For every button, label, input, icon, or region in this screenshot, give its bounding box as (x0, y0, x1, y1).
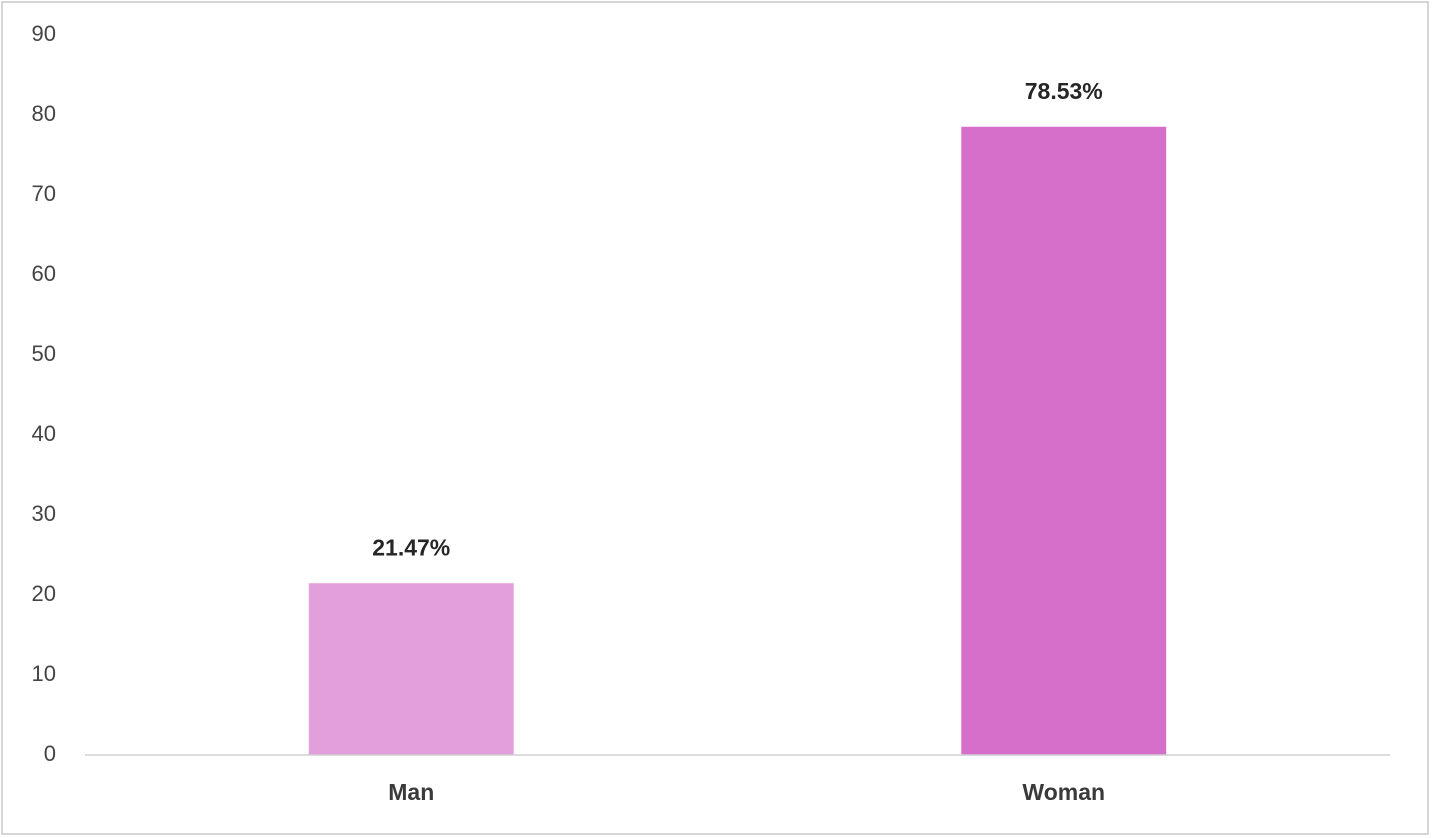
y-tick-label: 40 (32, 421, 56, 446)
value-label: 78.53% (1025, 78, 1103, 104)
x-tick-label: Man (388, 779, 434, 805)
x-tick-label: Woman (1022, 779, 1105, 805)
y-tick-label: 20 (32, 581, 56, 606)
bar (308, 583, 514, 755)
y-tick-label: 70 (32, 181, 56, 206)
y-tick-label: 0 (44, 741, 56, 766)
y-tick-label: 50 (32, 341, 56, 366)
y-tick-label: 30 (32, 501, 56, 526)
bar (961, 126, 1167, 755)
y-tick-label: 60 (32, 261, 56, 286)
value-label: 21.47% (372, 534, 450, 560)
y-tick-label: 10 (32, 661, 56, 686)
y-tick-label: 90 (32, 21, 56, 46)
y-tick-label: 80 (32, 101, 56, 126)
